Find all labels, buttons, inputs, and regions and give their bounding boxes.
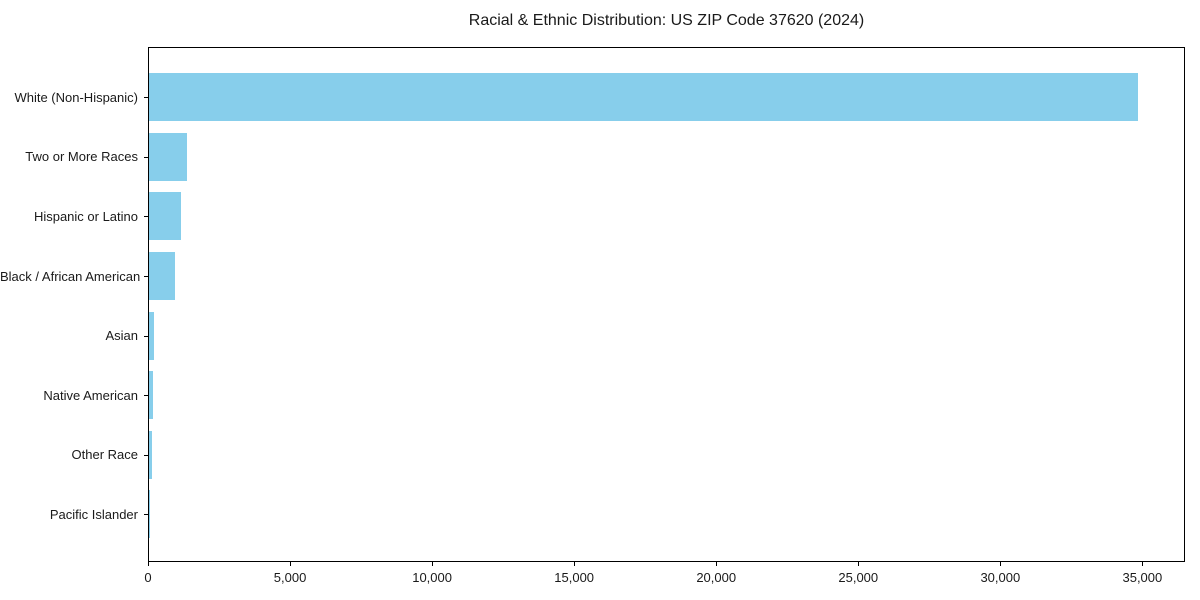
bar	[149, 371, 154, 420]
y-tick-label: Other Race	[71, 447, 138, 463]
y-tick-label: Hispanic or Latino	[33, 208, 138, 224]
plot-area	[148, 47, 1185, 562]
chart-title: Racial & Ethnic Distribution: US ZIP Cod…	[468, 12, 865, 29]
x-tick-mark	[432, 562, 434, 566]
x-tick-mark	[574, 562, 576, 566]
y-tick-mark	[144, 216, 148, 218]
y-tick-mark	[144, 514, 148, 516]
bar	[149, 311, 154, 360]
y-tick-label: White (Non-Hispanic)	[14, 89, 138, 105]
y-tick-label: Native American	[43, 387, 138, 403]
y-tick-label: Pacific Islander	[49, 506, 138, 522]
y-tick-mark	[144, 454, 148, 456]
x-tick-label: 0	[144, 570, 152, 585]
y-tick-mark	[144, 395, 148, 397]
x-tick-mark	[858, 562, 860, 566]
y-tick-mark	[144, 97, 148, 99]
y-tick-label: Two or More Races	[25, 149, 138, 165]
x-tick-mark	[148, 562, 149, 566]
y-tick-label: Asian	[105, 328, 138, 344]
x-tick-label: 20,000	[696, 570, 737, 585]
x-tick-label: 10,000	[412, 570, 452, 585]
bar	[149, 132, 187, 181]
x-tick-label: 35,000	[1122, 570, 1163, 585]
y-tick-mark	[144, 276, 148, 277]
x-tick-label: 30,000	[980, 570, 1021, 585]
y-tick-mark	[144, 335, 148, 337]
x-tick-label: 15,000	[554, 570, 595, 585]
y-tick-mark	[144, 156, 148, 158]
x-tick-label: 5,000	[273, 570, 307, 585]
bar	[149, 192, 181, 241]
bar	[149, 430, 153, 479]
x-tick-mark	[1142, 562, 1144, 566]
x-tick-mark	[1000, 562, 1002, 566]
x-tick-mark	[290, 562, 292, 566]
x-tick-label: 25,000	[838, 570, 879, 585]
bar	[149, 252, 176, 300]
bar	[149, 73, 1138, 122]
x-tick-mark	[716, 562, 718, 566]
y-tick-label: Black / African American	[0, 268, 141, 284]
